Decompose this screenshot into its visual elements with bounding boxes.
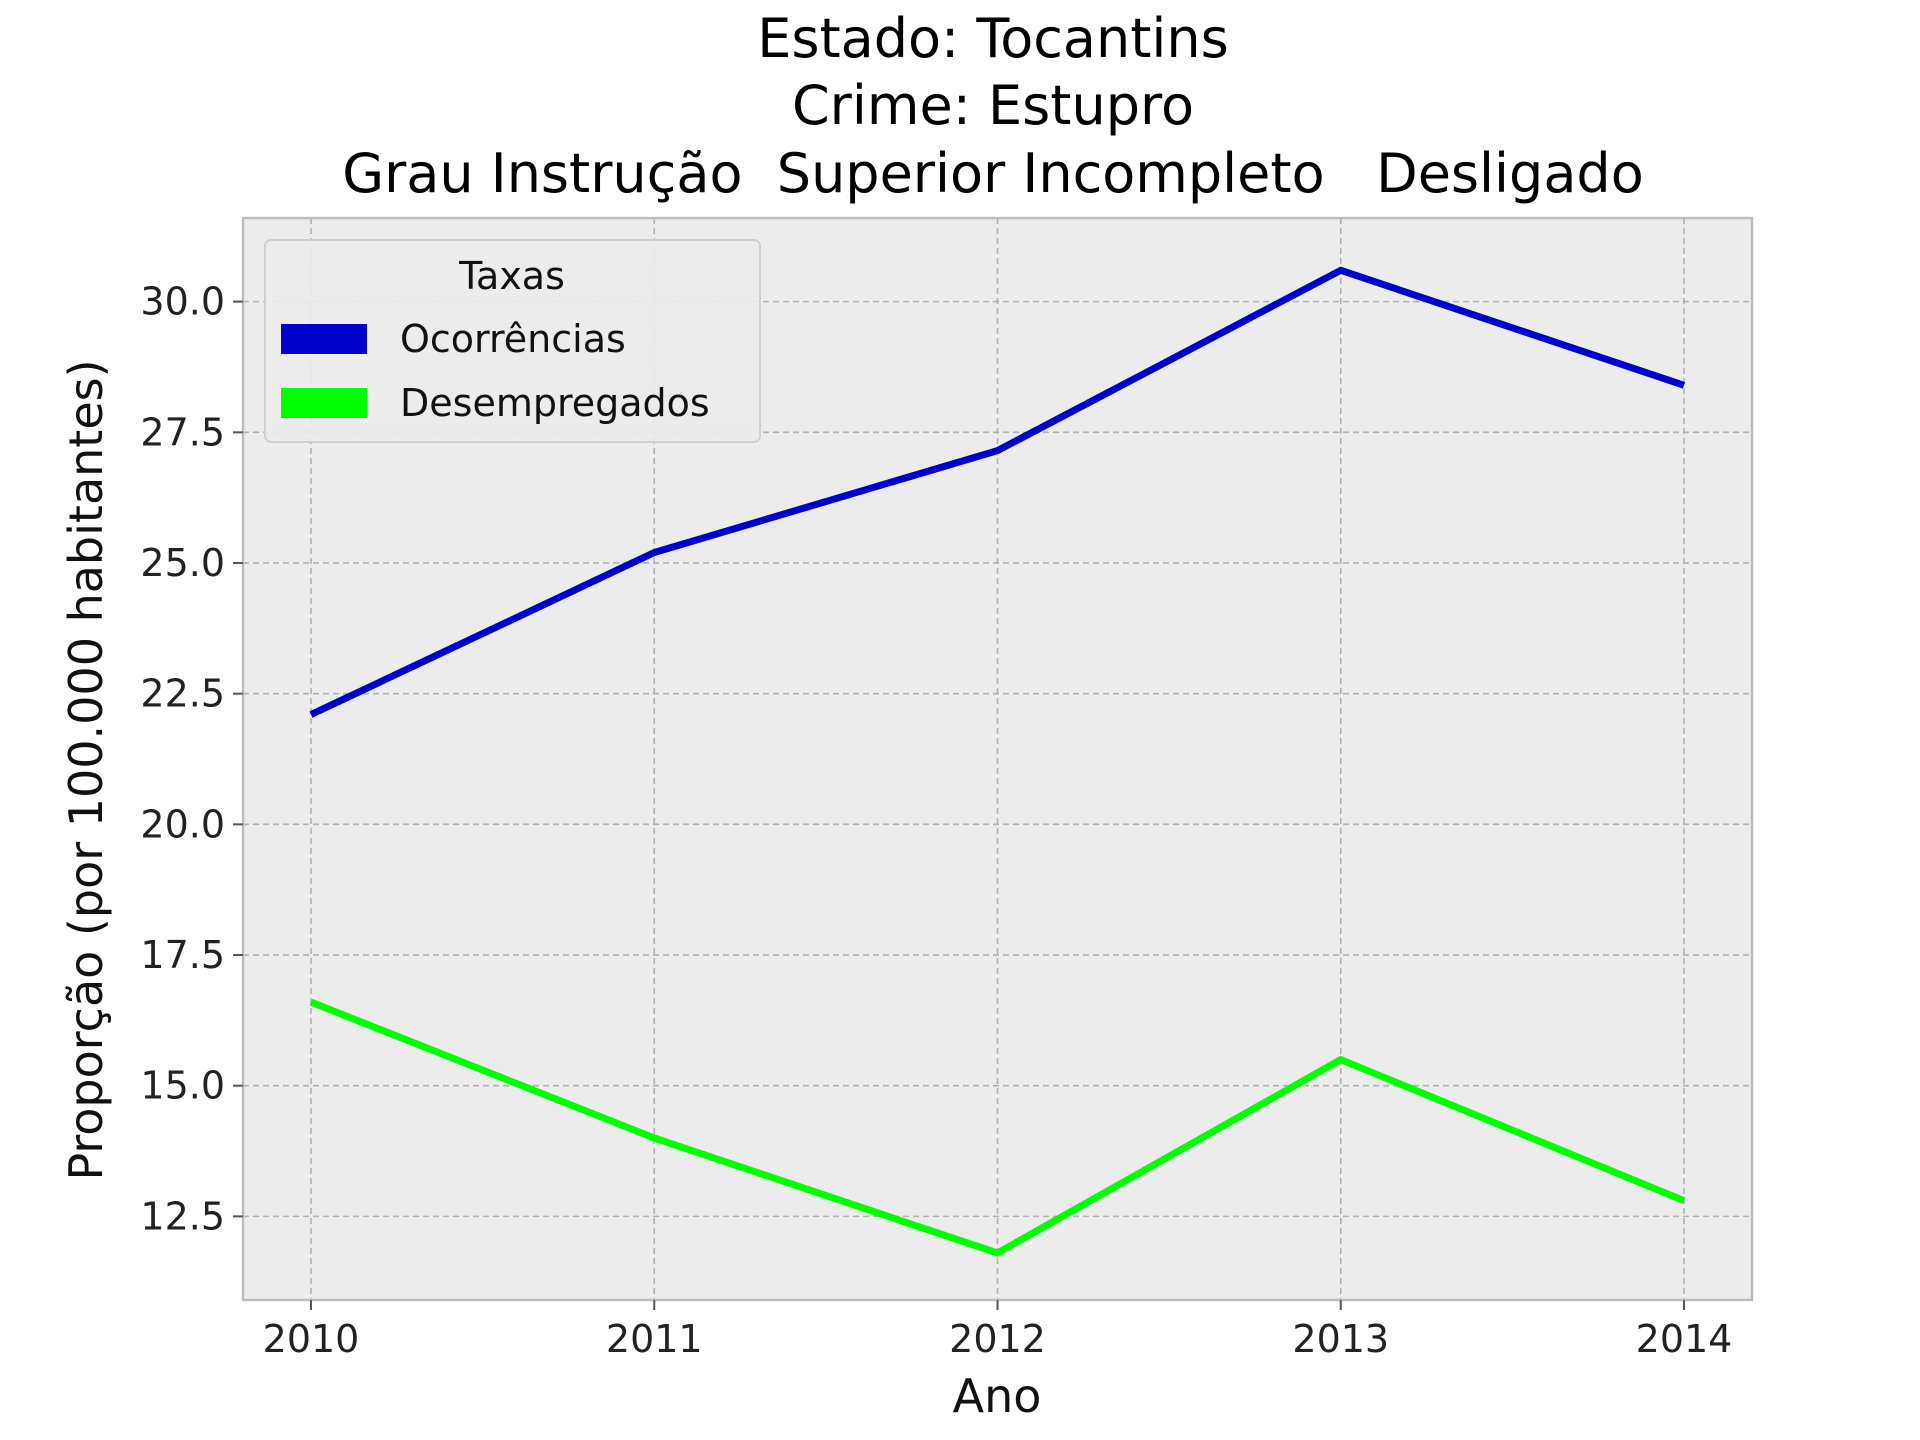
legend: Taxas Ocorrências Desempregados: [264, 239, 761, 443]
x-tick-label: 2011: [606, 1317, 703, 1361]
legend-box: [264, 239, 761, 443]
y-tick-label: 25.0: [140, 541, 225, 585]
title-line-2: Crime: Estupro: [792, 74, 1194, 137]
chart-title: Estado: Tocantins Crime: Estupro Grau In…: [342, 7, 1643, 205]
y-axis-ticks: 12.5 15.0 17.5 20.0 22.5 25.0 27.5 30.0: [140, 280, 243, 1238]
x-axis-ticks: 2010 2011 2012 2013 2014: [263, 1300, 1733, 1361]
y-tick-label: 27.5: [140, 410, 225, 454]
y-tick-label: 15.0: [140, 1064, 225, 1108]
x-tick-label: 2014: [1636, 1317, 1733, 1361]
legend-label-desempregados: Desempregados: [400, 381, 710, 425]
series-line-desempregados: [309, 998, 1686, 1257]
x-tick-label: 2012: [949, 1317, 1046, 1361]
y-tick-label: 22.5: [140, 672, 225, 716]
title-line-1: Estado: Tocantins: [757, 7, 1229, 70]
y-tick-label: 20.0: [140, 802, 225, 846]
y-tick-label: 30.0: [140, 280, 225, 324]
legend-swatch-ocorrencias: [281, 324, 367, 354]
legend-title: Taxas: [458, 254, 565, 298]
legend-label-ocorrencias: Ocorrências: [400, 317, 626, 361]
y-tick-label: 12.5: [140, 1194, 225, 1238]
y-axis-label: Proporção (por 100.000 habitantes): [59, 359, 113, 1180]
x-tick-label: 2010: [263, 1317, 360, 1361]
y-tick-label: 17.5: [140, 933, 225, 977]
legend-swatch-desempregados: [281, 388, 367, 418]
title-line-3: Grau Instrução Superior Incompleto Desli…: [342, 142, 1643, 205]
x-tick-label: 2013: [1292, 1317, 1389, 1361]
x-axis-label: Ano: [953, 1369, 1042, 1423]
series-lines: [309, 266, 1686, 1257]
series-line-ocorrencias: [309, 266, 1686, 718]
